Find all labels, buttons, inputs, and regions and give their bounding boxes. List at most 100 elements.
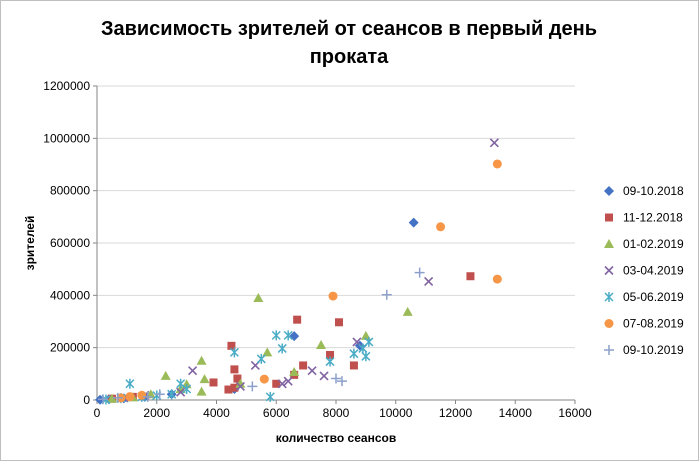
data-point [283,330,293,341]
data-point [349,361,358,370]
y-axis-title: зрителей [23,216,37,271]
legend-marker [604,319,614,328]
data-point [235,381,245,391]
legend-marker [604,345,614,355]
data-point [229,347,239,358]
data-point [293,315,302,324]
data-point [358,343,368,354]
data-point [259,374,269,384]
data-point [381,289,392,300]
data-point [349,348,359,359]
data-point [334,318,343,327]
data-point [262,347,273,357]
legend-marker [604,239,614,248]
data-point [325,356,335,367]
legend-item: 01-02.2019 [604,237,684,251]
legend: 09-10.2018 11-12.2018 01-02.2019 03-04.2019… [604,184,684,357]
data-point [188,366,198,376]
data-point [271,330,281,341]
data-point [424,276,434,287]
data-point [160,370,171,380]
chart-title-line-1: Зависимость зрителей от сеансов в первый… [101,18,597,40]
data-point [196,386,207,396]
legend-label: 03-04.2019 [623,264,684,278]
x-tick-label: 12000 [439,406,473,420]
data-point [414,267,425,278]
data-point [336,376,347,387]
data-point [142,391,153,402]
x-axis-title: количество сеансов [276,431,396,445]
legend-marker [604,292,614,302]
data-point [209,378,218,387]
data-point [247,381,258,392]
x-tick-label: 10000 [379,406,413,420]
data-point [230,383,239,392]
data-point [408,217,419,228]
legend-marker [604,265,614,276]
x-tick-label: 16000 [558,406,592,420]
x-tick-label: 4000 [203,406,230,420]
legend-item: 05-06.2019 [604,290,684,304]
chart-title: Зависимость зрителей от сеансов в первый… [101,18,597,68]
legend-item: 07-08.2019 [604,317,684,331]
chart-title-line-2: проката [310,46,389,68]
y-tick-label: 800000 [50,184,90,198]
data-point [230,365,239,374]
data-point [224,385,233,394]
data-point [307,366,317,376]
legend-marker [604,186,614,196]
data-point [265,391,275,402]
data-point [199,374,210,384]
y-tick-label: 0 [83,393,90,407]
data-point [489,138,499,148]
y-tick-label: 1200000 [43,79,90,93]
data-point [176,387,186,397]
data-point [289,367,300,377]
data-point [492,274,502,284]
data-point [277,343,287,354]
data-point [316,340,327,350]
data-point [328,291,338,301]
data-point [283,376,293,386]
data-point [154,389,165,400]
x-tick-label: 2000 [143,406,170,420]
x-tick-label: 8000 [323,406,350,420]
data-point [125,378,135,389]
data-point [227,341,236,350]
series-03-04.2019 [119,138,499,403]
x-axis-tick-labels: 0 2000 4000 6000 8000 10000 12000 14000 16000 [94,406,592,420]
data-point [466,272,475,281]
y-tick-label: 400000 [50,288,90,302]
legend-label: 11-12.2018 [623,211,683,225]
data-point [125,392,135,402]
data-point [319,371,329,381]
legend-item: 11-12.2018 [605,211,683,225]
axes [93,85,576,404]
data-point [167,389,177,400]
gridlines [97,85,575,349]
y-tick-label: 200000 [50,341,90,355]
data-point [196,355,207,365]
data-points [94,138,502,405]
data-point [235,378,246,388]
series-01-02.2019 [106,292,413,403]
data-point [272,379,281,388]
data-point [97,394,108,405]
legend-item: 03-04.2019 [604,264,684,278]
x-tick-label: 6000 [263,406,290,420]
data-point [326,350,335,359]
series-09-10.2018 [94,217,419,405]
legend-label: 01-02.2019 [623,237,684,251]
legend-item: 09-10.2019 [604,343,684,357]
x-tick-label: 14000 [499,406,533,420]
data-point [402,306,413,316]
y-axis-tick-labels: 0 200000 400000 600000 800000 1000000 1200000 [43,79,90,407]
data-point [112,392,123,403]
series-07-08.2019 [116,159,502,403]
legend-label: 09-10.2019 [623,343,684,357]
series-09-10.2019 [97,267,425,405]
legend-label: 05-06.2019 [623,290,684,304]
data-point [277,379,287,389]
